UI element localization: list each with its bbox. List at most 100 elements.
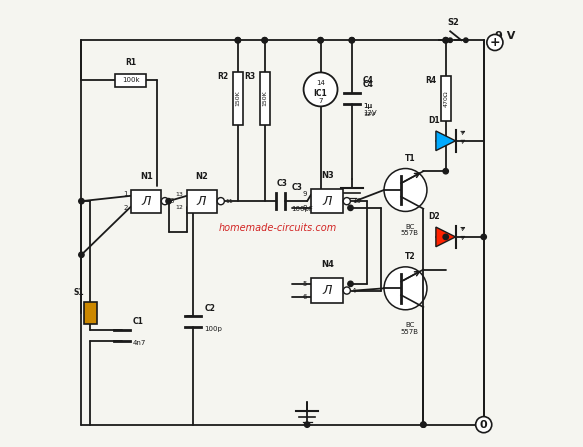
Circle shape	[79, 252, 84, 257]
Text: 9 V: 9 V	[495, 31, 515, 41]
Bar	[311, 189, 343, 213]
Text: R3: R3	[244, 72, 255, 80]
Circle shape	[443, 38, 448, 43]
Circle shape	[384, 169, 427, 211]
Text: 6: 6	[303, 294, 307, 300]
Text: 1: 1	[123, 191, 128, 198]
Text: 14: 14	[316, 80, 325, 86]
Text: IC1: IC1	[314, 89, 328, 98]
Circle shape	[235, 38, 241, 43]
Polygon shape	[436, 131, 455, 151]
Circle shape	[262, 38, 268, 43]
Text: S1: S1	[74, 288, 85, 297]
Bar	[131, 190, 161, 213]
Circle shape	[421, 422, 426, 427]
Text: 8: 8	[303, 205, 307, 211]
Text: $\mathit{Л}$: $\mathit{Л}$	[322, 284, 333, 297]
Circle shape	[348, 205, 353, 211]
Text: N1: N1	[140, 172, 153, 181]
Text: C3: C3	[277, 179, 288, 188]
Circle shape	[443, 234, 448, 240]
Text: 1µ: 1µ	[363, 103, 372, 109]
Circle shape	[304, 72, 338, 106]
Text: 557B: 557B	[401, 329, 419, 334]
Text: $\mathit{Л}$: $\mathit{Л}$	[141, 194, 152, 208]
Text: C2: C2	[204, 304, 215, 313]
Circle shape	[318, 38, 323, 43]
Text: 150K: 150K	[262, 90, 267, 106]
Text: BC: BC	[405, 322, 415, 328]
Text: 12: 12	[175, 205, 183, 211]
Text: R4: R4	[425, 76, 436, 85]
Text: T1: T1	[405, 154, 415, 163]
Text: 11: 11	[226, 198, 233, 204]
Text: D1: D1	[429, 116, 440, 125]
Circle shape	[304, 422, 310, 427]
Text: 150K: 150K	[236, 90, 240, 106]
Text: C4: C4	[363, 80, 374, 89]
Text: N2: N2	[196, 172, 209, 181]
Text: 13: 13	[175, 192, 183, 197]
Bar	[311, 278, 343, 303]
Text: homemade-circuits.com: homemade-circuits.com	[219, 223, 337, 233]
Text: T2: T2	[405, 253, 415, 261]
Text: 470Ω: 470Ω	[443, 90, 448, 107]
Text: 100pF: 100pF	[292, 206, 314, 211]
Text: N3: N3	[321, 171, 333, 180]
Circle shape	[481, 234, 486, 240]
Bar	[233, 72, 243, 125]
Text: BC: BC	[405, 224, 415, 229]
Text: 12V: 12V	[363, 112, 375, 117]
Text: 557B: 557B	[401, 230, 419, 236]
Text: D2: D2	[429, 212, 440, 221]
Text: C4: C4	[363, 76, 374, 85]
Text: 4: 4	[352, 287, 356, 294]
Bar	[441, 76, 451, 121]
Bar	[115, 74, 146, 87]
Text: $\mathit{Л}$: $\mathit{Л}$	[196, 194, 208, 208]
Circle shape	[166, 198, 171, 204]
Text: 1µ
12V: 1µ 12V	[363, 103, 377, 116]
Circle shape	[318, 38, 323, 43]
Text: $\mathit{Л}$: $\mathit{Л}$	[322, 194, 333, 208]
Text: 2: 2	[123, 205, 128, 211]
Circle shape	[161, 198, 168, 205]
Circle shape	[235, 38, 241, 43]
Text: +: +	[490, 36, 500, 49]
Text: 7: 7	[318, 97, 323, 104]
Text: 3: 3	[170, 198, 174, 204]
Circle shape	[79, 198, 84, 204]
Text: 10: 10	[352, 198, 361, 204]
Circle shape	[421, 422, 426, 427]
Circle shape	[349, 38, 354, 43]
Polygon shape	[436, 227, 455, 247]
Text: C3: C3	[292, 183, 303, 192]
Circle shape	[349, 38, 354, 43]
Text: 0: 0	[480, 420, 487, 430]
Circle shape	[443, 38, 448, 43]
Circle shape	[217, 198, 224, 205]
Circle shape	[463, 38, 468, 42]
Bar	[260, 72, 269, 125]
Text: N4: N4	[321, 260, 333, 269]
Text: 4n7: 4n7	[133, 340, 146, 346]
Text: 100p: 100p	[204, 326, 222, 332]
Circle shape	[343, 287, 350, 294]
Text: R1: R1	[125, 59, 136, 67]
Text: 9: 9	[303, 191, 307, 198]
Circle shape	[448, 38, 452, 42]
Text: S2: S2	[447, 18, 459, 27]
Circle shape	[443, 169, 448, 174]
Circle shape	[343, 198, 350, 205]
Bar	[187, 190, 217, 213]
Circle shape	[476, 417, 491, 433]
Circle shape	[487, 34, 503, 51]
Text: 5: 5	[303, 281, 307, 287]
Text: 100k: 100k	[122, 77, 139, 84]
Text: R2: R2	[217, 72, 229, 80]
Circle shape	[262, 38, 268, 43]
Circle shape	[348, 281, 353, 287]
Text: C1: C1	[133, 317, 143, 326]
Bar	[83, 302, 97, 324]
Circle shape	[384, 267, 427, 310]
